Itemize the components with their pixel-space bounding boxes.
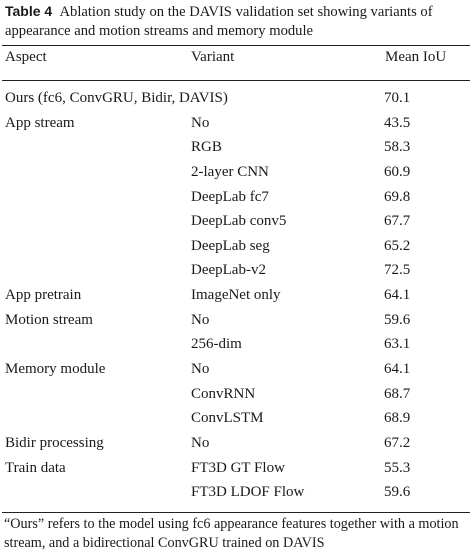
table-row: 2-layer CNN 60.9 <box>0 160 474 185</box>
cell-mean-iou: 55.3 <box>384 459 411 476</box>
table-row: ConvRNN 68.7 <box>0 382 474 407</box>
table-footnote: “Ours” refers to the model using fc6 app… <box>4 516 459 551</box>
table-row: Bidir processing No 67.2 <box>0 431 474 456</box>
table-row: DeepLab seg 65.2 <box>0 234 474 259</box>
cell-mean-iou: 68.7 <box>384 385 411 402</box>
cell-aspect: App pretrain <box>5 287 82 304</box>
table-row: App stream No 43.5 <box>0 111 474 136</box>
cell-variant: ConvLSTM <box>191 410 264 427</box>
cell-variant: DeepLab-v2 <box>191 262 266 279</box>
cell-mean-iou: 64.1 <box>384 361 411 378</box>
cell-mean-iou: 59.6 <box>384 311 411 328</box>
header-aspect: Aspect <box>5 49 47 65</box>
table-body: Ours (fc6, ConvGRU, Bidir, DAVIS) 70.1 App… <box>0 86 474 505</box>
table-label: Table 4 <box>5 3 53 19</box>
cell-mean-iou: 43.5 <box>384 114 411 131</box>
cell-variant: FT3D LDOF Flow <box>191 484 305 501</box>
table-row: RGB 58.3 <box>0 135 474 160</box>
table-row: FT3D LDOF Flow 59.6 <box>0 480 474 505</box>
cell-variant: ConvRNN <box>191 385 256 402</box>
cell-variant: No <box>191 114 210 131</box>
cell-variant: 2-layer CNN <box>191 163 269 180</box>
table-row: 256-dim 63.1 <box>0 332 474 357</box>
cell-variant: DeepLab conv5 <box>191 213 287 230</box>
cell-variant: No <box>191 311 210 328</box>
bottom-rule <box>2 512 470 513</box>
table-row: Memory module No 64.1 <box>0 357 474 382</box>
cell-variant: ImageNet only <box>191 287 281 304</box>
cell-mean-iou: 59.6 <box>384 484 411 501</box>
header-mean-iou: Mean IoU <box>385 49 447 65</box>
table-row: ConvLSTM 68.9 <box>0 406 474 431</box>
cell-variant: RGB <box>191 139 222 156</box>
cell-variant: No <box>191 361 210 378</box>
top-rule <box>2 45 470 46</box>
cell-mean-iou: 68.9 <box>384 410 411 427</box>
cell-variant: FT3D GT Flow <box>191 459 285 476</box>
cell-mean-iou: 63.1 <box>384 336 411 353</box>
table-caption: Table 4 Ablation study on the DAVIS vali… <box>5 2 467 41</box>
header-rule <box>2 80 470 81</box>
cell-aspect: Bidir processing <box>5 434 104 451</box>
table-header: Aspect Variant Mean IoU <box>0 49 474 75</box>
cell-aspect: Ours (fc6, ConvGRU, Bidir, DAVIS) <box>5 90 228 106</box>
caption-text: Ablation study on the DAVIS validation s… <box>5 4 433 39</box>
cell-variant: 256-dim <box>191 336 242 353</box>
table-row: Train data FT3D GT Flow 55.3 <box>0 456 474 481</box>
table-row: App pretrain ImageNet only 64.1 <box>0 283 474 308</box>
header-variant: Variant <box>191 49 235 65</box>
cell-mean-iou: 67.2 <box>384 434 411 451</box>
table-row: DeepLab fc7 69.8 <box>0 185 474 210</box>
cell-mean-iou: 67.7 <box>384 213 411 230</box>
cell-mean-iou: 69.8 <box>384 188 411 205</box>
table-row: Ours (fc6, ConvGRU, Bidir, DAVIS) 70.1 <box>0 86 474 111</box>
cell-mean-iou: 58.3 <box>384 139 411 156</box>
cell-variant: No <box>191 434 210 451</box>
cell-mean-iou: 64.1 <box>384 287 411 304</box>
table-row: Motion stream No 59.6 <box>0 308 474 333</box>
cell-variant: DeepLab fc7 <box>191 188 269 205</box>
cell-mean-iou: 70.1 <box>384 90 411 106</box>
cell-mean-iou: 60.9 <box>384 163 411 180</box>
cell-mean-iou: 65.2 <box>384 237 411 254</box>
cell-aspect: Memory module <box>5 361 106 378</box>
table-row: DeepLab-v2 72.5 <box>0 258 474 283</box>
cell-variant: DeepLab seg <box>191 237 270 254</box>
cell-aspect: Motion stream <box>5 311 93 328</box>
cell-aspect: Train data <box>5 459 66 476</box>
cell-aspect: App stream <box>5 114 75 131</box>
cell-mean-iou: 72.5 <box>384 262 411 279</box>
table-row: DeepLab conv5 67.7 <box>0 209 474 234</box>
